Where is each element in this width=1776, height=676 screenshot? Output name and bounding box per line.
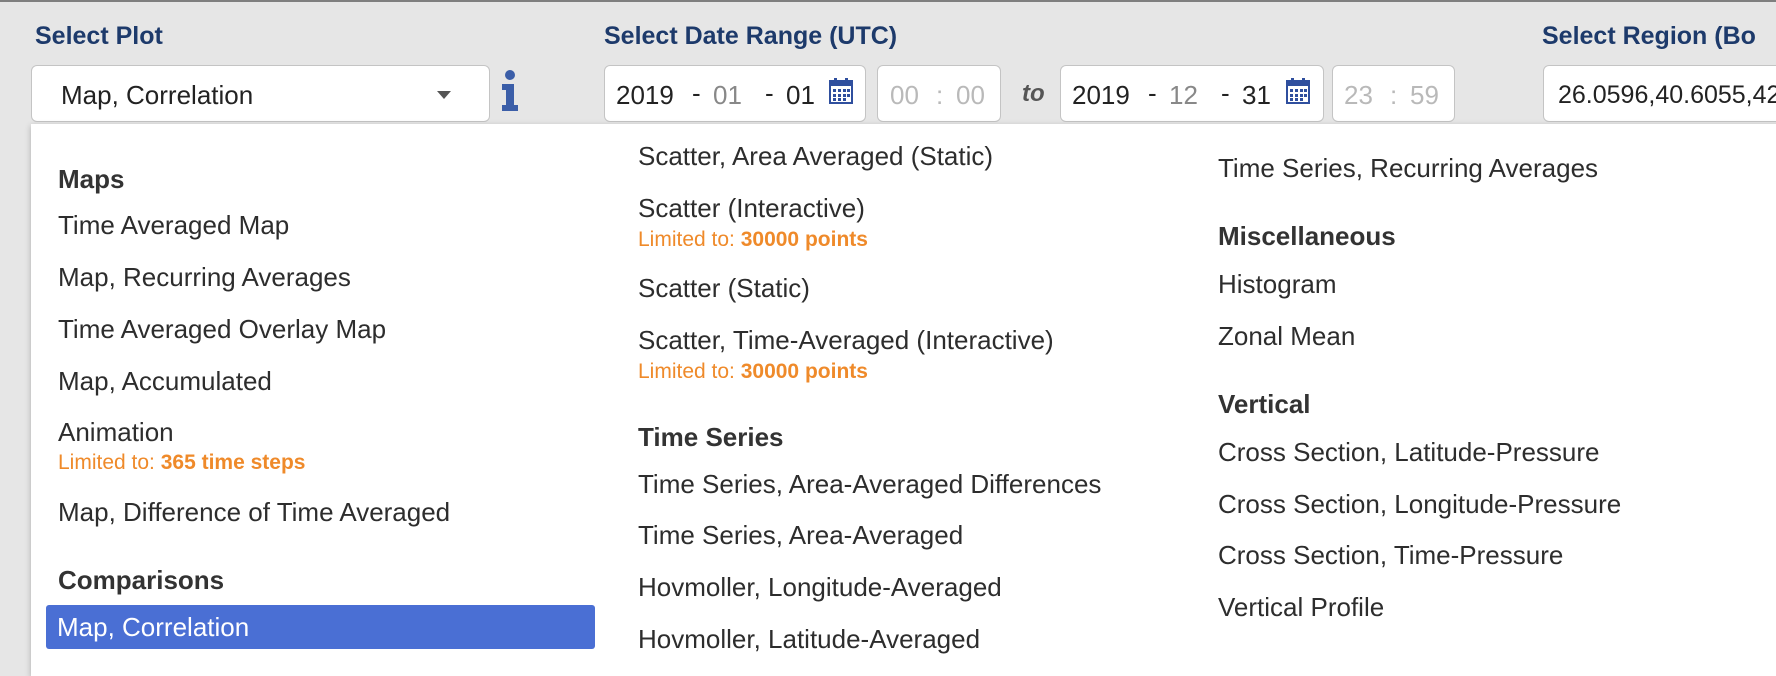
scatter-time-averaged-limit-note: Limited to: 30000 points (638, 360, 868, 384)
menu-item-scatter-area-static[interactable]: Scatter, Area Averaged (Static) (638, 141, 994, 171)
menu-item-ts-recurring-averages[interactable]: Time Series, Recurring Averages (1218, 153, 1599, 183)
menu-item-time-averaged-overlay-map[interactable]: Time Averaged Overlay Map (58, 314, 387, 344)
menu-item-time-averaged-map[interactable]: Time Averaged Map (58, 210, 290, 240)
select-plot-label: Select Plot (35, 22, 163, 50)
region-label: Select Region (Bo (1542, 22, 1756, 50)
menu-item-scatter-static[interactable]: Scatter (Static) (638, 273, 810, 303)
start-minute[interactable]: 00 (956, 80, 985, 110)
date-separator: - (1148, 78, 1157, 108)
time-separator: : (936, 80, 944, 110)
region-input[interactable]: 26.0596,40.6055,42 (1543, 65, 1776, 122)
menu-item-ts-area-avg[interactable]: Time Series, Area-Averaged (638, 520, 964, 550)
date-separator: - (692, 78, 701, 108)
info-icon[interactable] (499, 70, 521, 112)
end-year[interactable]: 2019 (1072, 80, 1130, 110)
menu-item-map-correlation: Map, Correlation (57, 612, 250, 642)
menu-item-cs-longitude-pressure[interactable]: Cross Section, Longitude-Pressure (1218, 489, 1622, 519)
menu-item-map-accumulated[interactable]: Map, Accumulated (58, 366, 272, 396)
end-month[interactable]: 12 (1169, 80, 1198, 110)
menu-item-hovmoller-longitude[interactable]: Hovmoller, Longitude-Averaged (638, 572, 1002, 602)
menu-item-histogram[interactable]: Histogram (1218, 269, 1337, 299)
start-date-field[interactable]: 2019 - 01 - 01 (604, 65, 866, 122)
menu-item-zonal-mean[interactable]: Zonal Mean (1218, 321, 1356, 351)
start-day[interactable]: 01 (786, 80, 815, 110)
menu-item-map-recurring-averages[interactable]: Map, Recurring Averages (58, 262, 351, 292)
limit-value: 30000 points (740, 228, 868, 251)
group-header-vertical: Vertical (1218, 389, 1311, 419)
limit-prefix: Limited to: (638, 360, 741, 383)
menu-item-cs-latitude-pressure[interactable]: Cross Section, Latitude-Pressure (1218, 437, 1600, 467)
menu-item-animation[interactable]: Animation (58, 417, 174, 447)
group-header-maps: Maps (58, 164, 125, 194)
group-header-miscellaneous: Miscellaneous (1218, 221, 1396, 251)
scatter-interactive-limit-note: Limited to: 30000 points (638, 228, 868, 252)
start-month[interactable]: 01 (713, 80, 742, 110)
group-header-comparisons: Comparisons (58, 565, 225, 595)
end-date-field[interactable]: 2019 - 12 - 31 (1060, 65, 1324, 122)
plot-select-value: Map, Correlation (61, 80, 254, 110)
menu-item-cs-time-pressure[interactable]: Cross Section, Time-Pressure (1218, 540, 1564, 570)
time-separator: : (1390, 80, 1398, 110)
calendar-icon[interactable] (829, 78, 853, 104)
menu-item-map-correlation-selected[interactable]: Map, Correlation (46, 605, 595, 649)
menu-item-hovmoller-latitude[interactable]: Hovmoller, Latitude-Averaged (638, 624, 981, 654)
end-time-field[interactable]: 23 : 59 (1332, 65, 1455, 122)
calendar-icon[interactable] (1286, 78, 1310, 104)
menu-item-scatter-interactive[interactable]: Scatter (Interactive) (638, 193, 865, 223)
to-label: to (1022, 80, 1045, 107)
menu-item-ts-area-avg-diff[interactable]: Time Series, Area-Averaged Differences (638, 469, 1102, 499)
group-header-time-series: Time Series (638, 422, 784, 452)
date-separator: - (765, 78, 774, 108)
date-separator: - (1221, 78, 1230, 108)
start-hour[interactable]: 00 (890, 80, 919, 110)
start-time-field[interactable]: 00 : 00 (877, 65, 1001, 122)
animation-limit-note: Limited to: 365 time steps (58, 451, 305, 475)
limit-prefix: Limited to: (638, 228, 741, 251)
top-border (0, 0, 1776, 2)
plot-type-dropdown: Maps Time Averaged Map Map, Recurring Av… (31, 124, 1776, 676)
limit-value: 30000 points (740, 360, 868, 383)
region-value: 26.0596,40.6055,42 (1558, 81, 1776, 109)
start-year[interactable]: 2019 (616, 80, 674, 110)
chevron-down-icon[interactable] (437, 91, 451, 99)
limit-value: 365 time steps (160, 451, 306, 474)
limit-prefix: Limited to: (58, 451, 161, 474)
menu-item-map-difference[interactable]: Map, Difference of Time Averaged (58, 497, 451, 527)
end-minute[interactable]: 59 (1410, 80, 1439, 110)
menu-item-scatter-time-averaged[interactable]: Scatter, Time-Averaged (Interactive) (638, 325, 1054, 355)
menu-item-vertical-profile[interactable]: Vertical Profile (1218, 592, 1385, 622)
end-day[interactable]: 31 (1242, 80, 1271, 110)
date-range-label: Select Date Range (UTC) (604, 22, 898, 50)
end-hour[interactable]: 23 (1344, 80, 1373, 110)
plot-select[interactable]: Map, Correlation (31, 65, 490, 122)
